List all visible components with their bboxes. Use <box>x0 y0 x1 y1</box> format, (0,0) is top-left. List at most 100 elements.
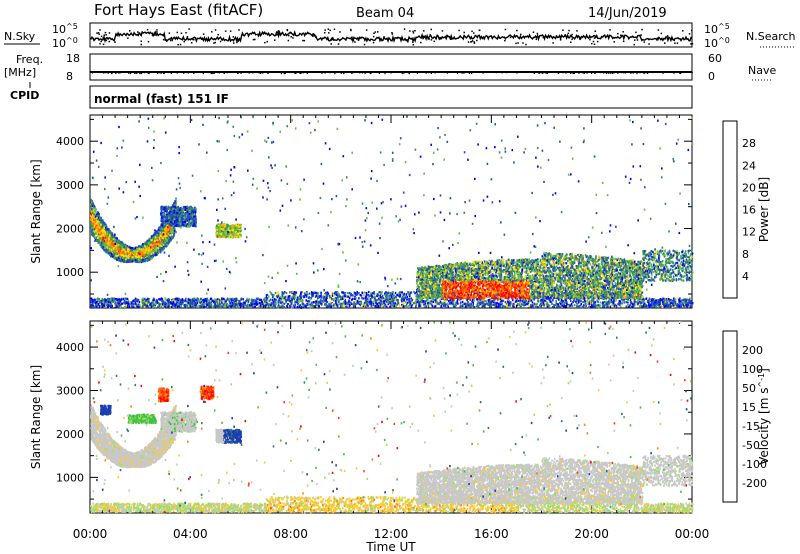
nave-point <box>610 73 611 74</box>
power-cell <box>184 214 186 216</box>
nave-point <box>636 73 637 74</box>
power-cell <box>111 253 113 255</box>
power-cell <box>161 247 163 249</box>
nave-point <box>403 73 404 74</box>
power-cell <box>98 215 100 217</box>
nave-point <box>267 72 268 73</box>
power-cell <box>155 237 157 239</box>
search-noise-point <box>391 32 393 34</box>
nave-point <box>539 73 540 74</box>
power-cell <box>150 244 152 246</box>
nave-point <box>474 72 475 73</box>
search-noise-point <box>564 34 566 36</box>
nave-point <box>284 73 285 74</box>
power-cell <box>109 243 111 245</box>
power-cell <box>142 254 144 256</box>
nave-point <box>400 72 401 73</box>
power-cell <box>125 255 127 257</box>
power-cell <box>107 234 109 236</box>
search-noise-point <box>163 39 165 41</box>
power-cell <box>165 214 167 216</box>
search-noise-point <box>104 34 106 36</box>
power-cell <box>112 236 114 238</box>
nave-point <box>299 72 300 73</box>
search-noise-point <box>471 31 473 32</box>
nave-point <box>265 72 266 73</box>
search-noise-point <box>430 34 432 36</box>
nave-point <box>486 72 487 73</box>
power-cell <box>166 211 168 213</box>
search-noise-point <box>339 31 341 33</box>
nave-point <box>621 72 622 73</box>
nave-point <box>106 72 107 73</box>
power-cell <box>102 222 104 224</box>
power-cell <box>100 217 102 219</box>
velocity-colorbar-frame <box>723 331 737 502</box>
power-cell <box>393 295 395 297</box>
nave-point <box>633 73 634 74</box>
search-noise-point <box>259 32 261 34</box>
nave-point <box>394 71 395 72</box>
power-cell <box>239 232 241 234</box>
power-cell <box>167 215 169 217</box>
nave-point <box>303 72 304 73</box>
nave-point <box>306 72 307 73</box>
search-noise-point <box>236 42 238 44</box>
search-noise-point <box>661 33 663 35</box>
power-cell <box>230 236 232 238</box>
power-cell <box>148 252 150 254</box>
nave-point <box>488 71 489 72</box>
power-cell <box>133 248 135 250</box>
power-cell <box>217 232 219 234</box>
search-noise-point <box>691 30 693 32</box>
search-noise-point <box>267 41 269 43</box>
search-noise-point <box>148 41 150 43</box>
power-cell <box>318 305 320 307</box>
search-noise-point <box>106 40 108 42</box>
power-cell <box>174 230 176 232</box>
search-noise-point <box>536 39 538 41</box>
power-cell <box>99 229 101 231</box>
nave-point <box>591 73 592 74</box>
nave-point <box>103 73 104 74</box>
power-cell <box>101 242 103 244</box>
power-cell <box>174 225 176 227</box>
search-noise-point <box>238 40 240 42</box>
search-noise-point <box>431 29 433 31</box>
nave-point <box>272 72 273 73</box>
power-cell <box>165 230 167 232</box>
power-cell <box>170 238 172 240</box>
power-cell <box>167 220 169 222</box>
power-cell <box>226 227 228 229</box>
power-cell <box>223 224 225 226</box>
nave-point <box>167 72 168 73</box>
search-noise-point <box>658 29 660 31</box>
nave-point <box>390 72 391 73</box>
power-cell <box>124 258 126 260</box>
nave-point <box>187 72 188 73</box>
nave-point <box>692 72 693 73</box>
power-cell <box>178 216 180 218</box>
power-cell <box>128 249 130 251</box>
nave-point <box>104 71 105 72</box>
search-noise-point <box>141 41 143 43</box>
power-cell <box>168 229 170 231</box>
search-noise-point <box>354 41 356 43</box>
power-cell <box>195 221 197 223</box>
search-noise-point <box>233 36 235 38</box>
power-cell <box>90 199 92 201</box>
search-noise-point <box>442 30 444 32</box>
power-cell <box>162 213 164 215</box>
search-noise-point <box>556 35 558 37</box>
search-noise-point <box>423 30 425 32</box>
search-noise-point <box>458 30 460 32</box>
search-noise-point <box>429 38 431 40</box>
search-noise-point <box>515 43 517 45</box>
power-cell <box>162 244 164 246</box>
power-cell <box>173 227 175 229</box>
nave-point <box>534 73 535 74</box>
power-cell <box>160 251 162 253</box>
power-cell <box>96 220 98 222</box>
power-cell <box>179 215 181 217</box>
